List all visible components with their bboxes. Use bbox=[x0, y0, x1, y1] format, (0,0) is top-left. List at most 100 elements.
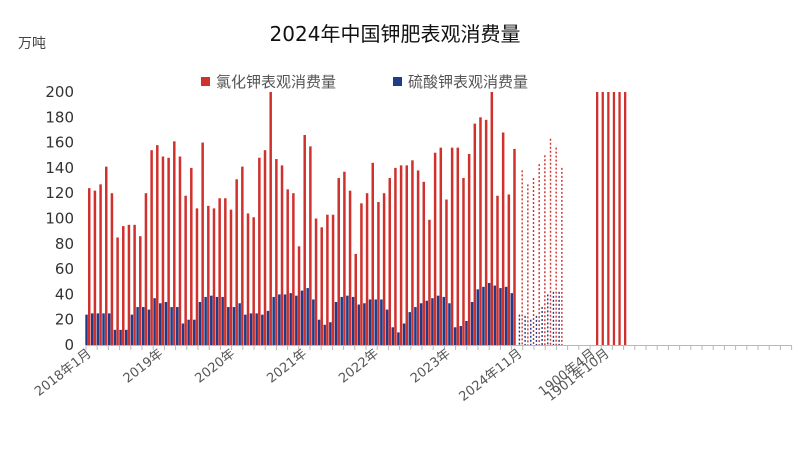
x-tick-label: 2022年 bbox=[336, 346, 382, 386]
sop-bar bbox=[215, 296, 219, 345]
y-tick-label: 160 bbox=[45, 134, 74, 152]
kcl-bar bbox=[382, 193, 386, 345]
kcl-bar bbox=[105, 166, 108, 345]
kcl-bar bbox=[263, 150, 267, 345]
kcl-bar bbox=[343, 171, 346, 345]
sop-bar bbox=[476, 289, 480, 345]
kcl-trailing-bar bbox=[612, 92, 616, 345]
kcl-bar bbox=[144, 193, 148, 345]
sop-bar bbox=[414, 307, 417, 345]
kcl-bar bbox=[394, 167, 397, 345]
sop-bar bbox=[436, 295, 440, 345]
kcl-bar bbox=[513, 148, 516, 345]
sop-bar bbox=[504, 286, 508, 345]
sop-bar bbox=[181, 323, 185, 345]
kcl-trailing-bar bbox=[624, 92, 627, 345]
kcl-bar bbox=[207, 205, 210, 345]
kcl-bar bbox=[428, 219, 431, 345]
kcl-bar bbox=[93, 190, 97, 345]
sop-bar bbox=[232, 307, 236, 345]
kcl-bar bbox=[433, 152, 437, 345]
sop-bar bbox=[136, 307, 139, 345]
sop-bar bbox=[425, 300, 428, 345]
legend-label-kcl: 氯化钾表观消费量 bbox=[216, 73, 336, 91]
kcl-bar bbox=[331, 214, 335, 345]
kcl-bar bbox=[405, 165, 409, 345]
sop-bar bbox=[96, 313, 100, 345]
sop-bar bbox=[329, 322, 332, 345]
y-tick-label: 80 bbox=[55, 235, 74, 253]
y-tick-label: 100 bbox=[45, 210, 74, 228]
kcl-bar bbox=[479, 117, 482, 345]
sop-bar bbox=[300, 290, 304, 345]
sop-bar bbox=[244, 314, 247, 345]
kcl-bar bbox=[467, 153, 471, 345]
kcl-bar bbox=[297, 246, 301, 345]
kcl-bar bbox=[286, 189, 289, 345]
y-tick-label: 200 bbox=[45, 83, 74, 101]
kcl-bar bbox=[122, 226, 125, 345]
sop-bar bbox=[323, 324, 326, 345]
sop-bar bbox=[193, 319, 196, 345]
sop-bar bbox=[470, 301, 474, 345]
kcl-bar bbox=[326, 214, 329, 345]
kcl-bar bbox=[252, 217, 255, 345]
legend-swatch-sop bbox=[393, 77, 402, 86]
sop-bar bbox=[487, 283, 491, 345]
x-tick-label: 2024年11月 bbox=[457, 346, 526, 404]
y-tick-label: 180 bbox=[45, 108, 74, 126]
sop-bar bbox=[124, 329, 128, 345]
kcl-bar bbox=[280, 165, 284, 345]
kcl-bar bbox=[167, 157, 170, 345]
kcl-bar bbox=[229, 209, 233, 345]
kcl-trailing-bar bbox=[596, 92, 599, 345]
kcl-bar bbox=[99, 184, 102, 345]
kcl-bar bbox=[246, 213, 250, 345]
sop-bar bbox=[170, 307, 173, 345]
kcl-bar bbox=[269, 92, 272, 345]
sop-bar bbox=[493, 285, 497, 345]
sop-bar bbox=[453, 327, 457, 345]
sop-bar bbox=[402, 323, 406, 345]
kcl-bar bbox=[377, 202, 380, 345]
kcl-bar bbox=[218, 198, 221, 345]
sop-bar bbox=[391, 327, 394, 345]
y-tick-label: 140 bbox=[45, 159, 74, 177]
sop-bar bbox=[204, 296, 207, 345]
sop-bar bbox=[312, 299, 315, 345]
sop-bar bbox=[261, 314, 264, 345]
sop-bar bbox=[164, 301, 168, 345]
sop-bar bbox=[340, 296, 343, 345]
sop-bar bbox=[419, 303, 423, 345]
kcl-bar bbox=[303, 135, 306, 345]
kcl-trailing-bar bbox=[601, 92, 604, 345]
kcl-bar bbox=[178, 156, 182, 345]
sop-bar bbox=[380, 299, 383, 345]
y-axis-unit-label: 万吨 bbox=[18, 36, 46, 52]
sop-bar bbox=[289, 293, 292, 345]
sop-bar bbox=[102, 313, 105, 345]
sop-bar bbox=[357, 304, 360, 345]
kcl-bar bbox=[190, 167, 193, 345]
kcl-bar bbox=[507, 194, 511, 345]
kcl-bar bbox=[416, 170, 420, 345]
kcl-bar bbox=[371, 162, 374, 345]
x-tick-label: 2023年 bbox=[408, 346, 454, 386]
sop-bar bbox=[368, 299, 372, 345]
sop-bar bbox=[374, 299, 377, 345]
kcl-bar bbox=[156, 145, 159, 345]
sop-bar bbox=[238, 303, 241, 345]
kcl-bar bbox=[139, 236, 142, 345]
sop-bar bbox=[142, 307, 145, 345]
kcl-bar bbox=[292, 193, 295, 345]
bars-group bbox=[85, 92, 627, 345]
y-axis: 0 20 40 60 80 100 120 140 160 180 200 bbox=[45, 83, 74, 354]
sop-bar bbox=[385, 309, 389, 345]
sop-bar bbox=[510, 293, 514, 345]
sop-bar bbox=[465, 320, 468, 345]
kcl-bar bbox=[450, 147, 454, 345]
sop-bar bbox=[442, 296, 446, 345]
sop-bar bbox=[176, 307, 179, 345]
kcl-bar bbox=[150, 150, 153, 345]
kcl-bar bbox=[116, 237, 119, 345]
